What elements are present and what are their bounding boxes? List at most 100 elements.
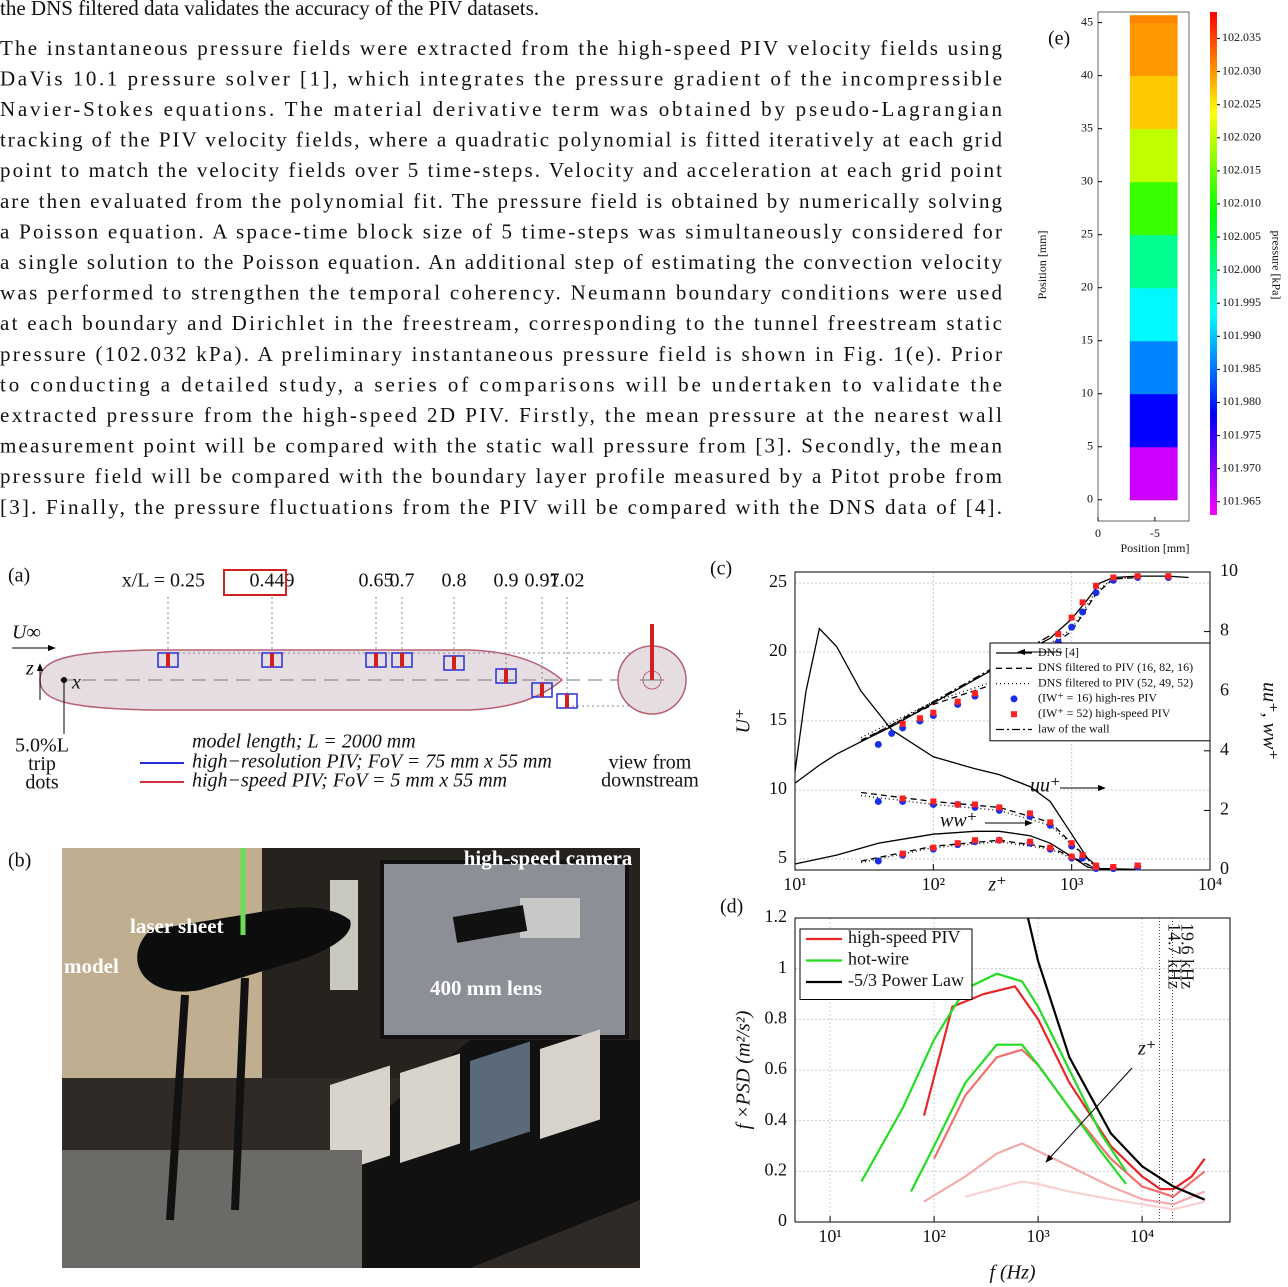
legend-text: DNS filtered to PIV (52, 49, 52) xyxy=(1038,675,1193,689)
trip-label: dots xyxy=(25,772,59,794)
paragraph-line: was performed to strengthen the temporal… xyxy=(0,281,1002,305)
station-label: 0.65 xyxy=(359,570,394,592)
heatmap-cell xyxy=(1129,234,1178,289)
y2-tick-label: 10 xyxy=(1220,560,1238,580)
station-label: x/L = 0.25 xyxy=(122,570,205,592)
y-tick-label: 25 xyxy=(769,571,787,591)
model-length: model length; L = 2000 mm xyxy=(192,731,416,753)
y-tick-label: 0.4 xyxy=(765,1109,788,1129)
legend-text: hot-wire xyxy=(848,949,909,969)
station-label: 1.02 xyxy=(550,570,585,592)
legend-text: -5/3 Power Law xyxy=(848,970,964,990)
data-line xyxy=(910,1043,1127,1193)
data-point xyxy=(1047,844,1054,851)
y-tick-label: 40 xyxy=(1081,67,1093,81)
y2-tick-label: 2 xyxy=(1220,799,1229,819)
data-line xyxy=(860,839,1097,870)
plot-frame xyxy=(794,917,1231,1223)
station-label: 0.97 xyxy=(525,570,560,592)
data-line xyxy=(860,794,1097,868)
data-line xyxy=(860,576,1138,741)
colorbar-tick-label: 101.980 xyxy=(1222,394,1261,408)
trip-label: trip xyxy=(28,753,56,775)
colorbar-tick-label: 102.025 xyxy=(1222,96,1261,110)
paragraph-line: The instantaneous pressure fields were e… xyxy=(0,36,1002,60)
axis-label: x xyxy=(71,672,81,694)
data-line xyxy=(922,985,1206,1191)
photo-glass xyxy=(330,1065,390,1175)
y-tick-label: 0 xyxy=(778,1210,787,1230)
legend-text: DNS filtered to PIV (16, 82, 16) xyxy=(1038,660,1193,674)
data-point xyxy=(1134,862,1141,869)
axis-label: z xyxy=(25,658,34,680)
legend-marker xyxy=(1011,711,1017,718)
data-point xyxy=(930,798,937,805)
y-tick-label: 1 xyxy=(778,957,787,977)
photo-floor xyxy=(62,1150,362,1268)
data-point xyxy=(1093,582,1100,589)
y2-axis-label: uu⁺, ww⁺ xyxy=(1258,682,1280,760)
data-point xyxy=(930,709,937,716)
y-tick-label: 0.6 xyxy=(765,1058,788,1078)
panel-label: (e) xyxy=(1048,28,1070,50)
colorbar-tick-label: 101.965 xyxy=(1222,494,1261,508)
paragraph-line: point to match the velocity fields over … xyxy=(0,158,1002,182)
fov-bar xyxy=(270,653,274,667)
photo-strut xyxy=(231,977,249,1211)
data-point xyxy=(1068,853,1075,860)
colorbar-tick-label: 102.030 xyxy=(1222,63,1261,77)
panel-label: (b) xyxy=(8,850,31,872)
colorbar-tick-label: 102.000 xyxy=(1222,262,1261,276)
flow-label: U∞ xyxy=(12,622,41,644)
legend-text: high−resolution PIV; FoV = 75 mm x 55 mm xyxy=(192,751,552,773)
data-point xyxy=(930,844,937,851)
data-line xyxy=(860,972,1127,1183)
legend-box xyxy=(989,642,1211,742)
photo-glass xyxy=(540,1029,600,1139)
photo-camera xyxy=(520,898,580,938)
paragraph-line: DaVis 10.1 pressure solver [1], which in… xyxy=(0,66,1002,90)
photo-window xyxy=(380,860,629,1039)
heatmap-cell xyxy=(1129,22,1178,77)
data-point xyxy=(1134,573,1141,580)
paragraph-line: Navier-Stokes equations. The material de… xyxy=(0,97,1002,121)
reference-label: 19.6 kHz xyxy=(1177,923,1197,989)
legend-text: (IW⁺ = 16) high-res PIV xyxy=(1038,691,1157,705)
data-line xyxy=(965,1180,1205,1211)
data-point xyxy=(954,698,961,705)
colorbar-tick-label: 101.995 xyxy=(1222,295,1261,309)
paragraph-line: a single solution to the Poisson equatio… xyxy=(0,250,1002,274)
x-tick-label: 10¹ xyxy=(818,1226,841,1246)
legend-text: law of the wall xyxy=(1038,721,1110,735)
legend-box xyxy=(799,928,973,1000)
data-point xyxy=(1068,840,1075,847)
paragraph-line: at each boundary and Dirichlet in the fr… xyxy=(0,311,1002,335)
colorbar-label: pressure [kPa] xyxy=(1269,231,1283,300)
data-point xyxy=(1079,608,1087,616)
y-tick-label: 10 xyxy=(1081,386,1093,400)
heatmap-cell xyxy=(1129,393,1178,448)
heatmap-cell xyxy=(1129,181,1178,236)
data-point xyxy=(1079,599,1086,606)
y-tick-label: 1.2 xyxy=(765,906,788,926)
data-line xyxy=(923,1142,1206,1206)
colorbar-tick-label: 102.005 xyxy=(1222,229,1261,243)
annotation: z⁺ xyxy=(1137,1038,1156,1060)
y-tick-label: 35 xyxy=(1081,120,1093,134)
y-tick-label: 10 xyxy=(769,778,787,798)
photo-label: 400 mm lens xyxy=(430,976,542,1000)
y-tick-label: 5 xyxy=(1087,439,1093,453)
y-tick-label: 45 xyxy=(1081,14,1093,28)
data-point xyxy=(874,857,882,865)
y-axis-label: U⁺ xyxy=(733,709,755,734)
data-line xyxy=(860,841,1097,870)
data-point xyxy=(899,795,906,802)
data-line xyxy=(1026,917,1206,1201)
y2-tick-label: 8 xyxy=(1220,620,1229,640)
y-tick-label: 0.8 xyxy=(765,1007,788,1027)
fov-bar xyxy=(166,653,170,667)
x-axis-label: Position [mm] xyxy=(1120,541,1189,555)
data-line xyxy=(860,791,1097,868)
